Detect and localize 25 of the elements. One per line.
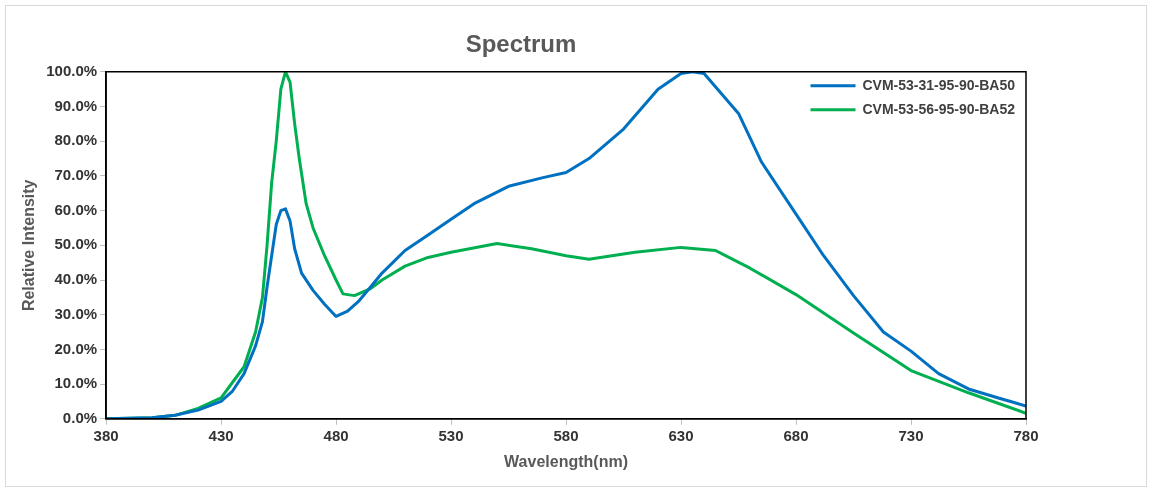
y-tick-label: 60.0% [54, 200, 98, 218]
y-tick-label: 40.0% [54, 270, 98, 288]
y-tick-label: 80.0% [54, 131, 98, 149]
y-tick-label: 10.0% [54, 374, 98, 392]
y-axis-title: Relative Intensity [20, 179, 38, 312]
x-tick-label: 730 [898, 426, 924, 444]
x-tick-label: 680 [783, 426, 809, 444]
y-tick-label: 100.0% [46, 61, 98, 79]
chart-title: Spectrum [465, 30, 577, 58]
legend-label: CVM-53-56-95-90-BA52 [862, 100, 1016, 117]
x-tick-label: 580 [553, 426, 579, 444]
y-tick-label: 70.0% [54, 166, 98, 184]
y-tick-label: 30.0% [54, 304, 98, 322]
x-tick-label: 530 [438, 426, 464, 444]
y-tick-label: 50.0% [54, 235, 98, 253]
x-tick-label: 380 [93, 426, 119, 444]
x-tick-label: 430 [208, 426, 234, 444]
x-axis-title: Wavelength(nm) [504, 452, 628, 470]
legend-label: CVM-53-31-95-90-BA50 [862, 76, 1016, 93]
x-tick-label: 630 [668, 426, 694, 444]
y-tick-label: 0.0% [62, 408, 98, 426]
x-tick-label: 780 [1013, 426, 1039, 444]
y-tick-label: 20.0% [54, 339, 98, 357]
x-tick-label: 480 [323, 426, 349, 444]
y-tick-label: 90.0% [54, 96, 98, 114]
